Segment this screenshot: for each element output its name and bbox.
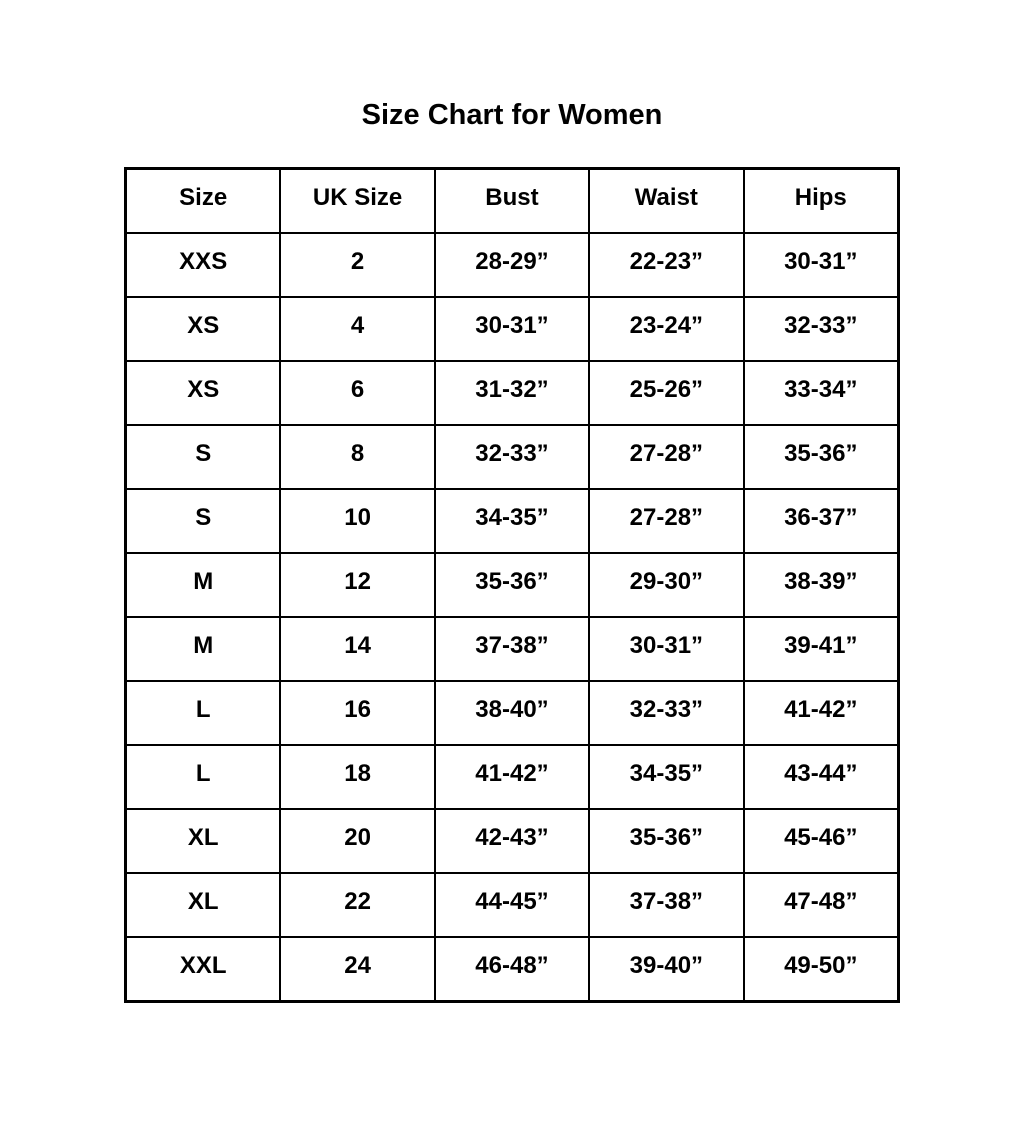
table-cell: 39-40”: [588, 936, 745, 1003]
table-cell: 4: [279, 296, 436, 362]
table-cell: 46-48”: [433, 936, 591, 1003]
table-cell: 36-37”: [742, 488, 900, 554]
table-cell: 49-50”: [742, 936, 900, 1003]
table-cell: 25-26”: [588, 360, 745, 426]
table-cell: 32-33”: [742, 296, 900, 362]
table-cell: 34-35”: [588, 744, 745, 810]
table-cell: 10: [279, 488, 436, 554]
table-cell: 37-38”: [588, 872, 745, 938]
table-cell: 41-42”: [742, 680, 900, 746]
table-cell: 37-38”: [433, 616, 591, 682]
table-cell: 27-28”: [588, 488, 745, 554]
table-cell: 38-40”: [433, 680, 591, 746]
table-cell: 31-32”: [433, 360, 591, 426]
table-cell: 47-48”: [742, 872, 900, 938]
column-header-hips: Hips: [742, 167, 900, 234]
table-cell: 16: [279, 680, 436, 746]
table-cell: 6: [279, 360, 436, 426]
table-cell: XS: [124, 360, 282, 426]
table-cell: 38-39”: [742, 552, 900, 618]
table-cell: 14: [279, 616, 436, 682]
table-cell: 30-31”: [588, 616, 745, 682]
table-cell: 42-43”: [433, 808, 591, 874]
table-cell: 44-45”: [433, 872, 591, 938]
table-cell: 39-41”: [742, 616, 900, 682]
table-cell: 43-44”: [742, 744, 900, 810]
table-cell: 32-33”: [588, 680, 745, 746]
table-cell: 34-35”: [433, 488, 591, 554]
table-cell: 8: [279, 424, 436, 490]
column-header-bust: Bust: [433, 167, 591, 234]
table-cell: 18: [279, 744, 436, 810]
table-cell: XXL: [124, 936, 282, 1003]
table-cell: S: [124, 488, 282, 554]
table-row: XS 4 30-31” 23-24” 32-33”: [124, 296, 900, 362]
table-body: XXS 2 28-29” 22-23” 30-31” XS 4 30-31” 23-24” 32-…: [124, 232, 900, 1003]
table-cell: 32-33”: [433, 424, 591, 490]
table-cell: 22: [279, 872, 436, 938]
table-row: L 16 38-40” 32-33” 41-42”: [124, 680, 900, 746]
table-cell: 12: [279, 552, 436, 618]
table-cell: 29-30”: [588, 552, 745, 618]
table-cell: 27-28”: [588, 424, 745, 490]
size-chart-table: Size UK Size Bust Waist Hips XXS 2 28-29” 2…: [124, 167, 900, 1003]
table-cell: 23-24”: [588, 296, 745, 362]
table-cell: XL: [124, 808, 282, 874]
table-cell: 35-36”: [742, 424, 900, 490]
table-cell: 2: [279, 232, 436, 298]
table-row: S 8 32-33” 27-28” 35-36”: [124, 424, 900, 490]
table-cell: XS: [124, 296, 282, 362]
table-cell: 35-36”: [588, 808, 745, 874]
table-row: XL 22 44-45” 37-38” 47-48”: [124, 872, 900, 938]
table-cell: 41-42”: [433, 744, 591, 810]
table-cell: M: [124, 616, 282, 682]
table-cell: 30-31”: [433, 296, 591, 362]
table-row: M 12 35-36” 29-30” 38-39”: [124, 552, 900, 618]
table-cell: 22-23”: [588, 232, 745, 298]
size-chart-page: Size Chart for Women Size UK Size Bust W…: [0, 98, 1024, 1122]
header-row: Size UK Size Bust Waist Hips: [124, 167, 900, 234]
table-cell: 24: [279, 936, 436, 1003]
page-title: Size Chart for Women: [361, 99, 663, 131]
table-cell: M: [124, 552, 282, 618]
table-row: XS 6 31-32” 25-26” 33-34”: [124, 360, 900, 426]
table-cell: 35-36”: [433, 552, 591, 618]
table-cell: 33-34”: [742, 360, 900, 426]
table-cell: XXS: [124, 232, 282, 298]
column-header-size: Size: [124, 167, 282, 234]
column-header-waist: Waist: [588, 167, 745, 234]
table-row: XL 20 42-43” 35-36” 45-46”: [124, 808, 900, 874]
table-header: Size UK Size Bust Waist Hips: [124, 167, 900, 234]
table-row: L 18 41-42” 34-35” 43-44”: [124, 744, 900, 810]
table-row: S 10 34-35” 27-28” 36-37”: [124, 488, 900, 554]
table-cell: XL: [124, 872, 282, 938]
table-cell: 45-46”: [742, 808, 900, 874]
table-cell: L: [124, 744, 282, 810]
table-cell: 30-31”: [742, 232, 900, 298]
table-cell: S: [124, 424, 282, 490]
table-cell: 20: [279, 808, 436, 874]
table-cell: L: [124, 680, 282, 746]
table-cell: 28-29”: [433, 232, 591, 298]
table-row: M 14 37-38” 30-31” 39-41”: [124, 616, 900, 682]
column-header-uk-size: UK Size: [279, 167, 436, 234]
table-row: XXS 2 28-29” 22-23” 30-31”: [124, 232, 900, 298]
table-row: XXL 24 46-48” 39-40” 49-50”: [124, 936, 900, 1003]
